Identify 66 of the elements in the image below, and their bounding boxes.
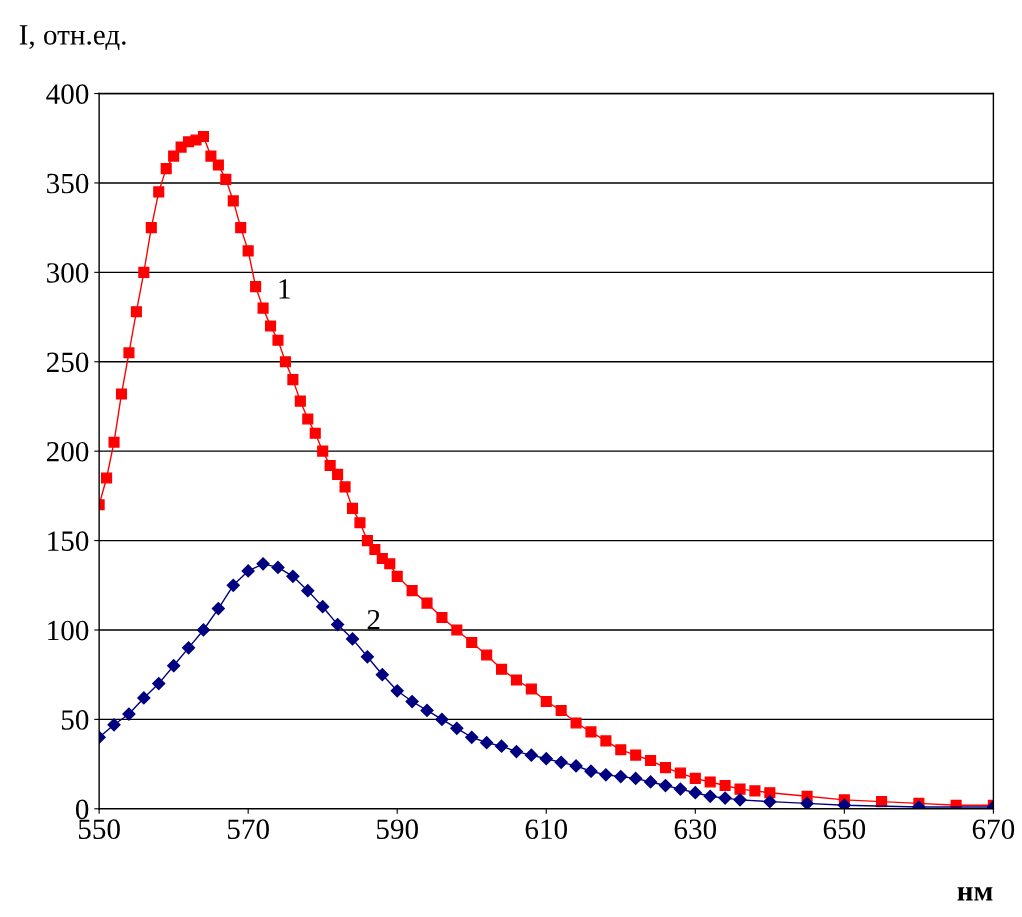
point [435, 712, 449, 726]
point [480, 736, 494, 750]
y-axis-title: I, отн.ед. [19, 25, 126, 51]
y-tick-label: 350 [47, 173, 89, 194]
point [345, 632, 360, 646]
point [599, 768, 613, 782]
point [703, 789, 717, 803]
x-tick-label: 610 [525, 819, 568, 840]
x-tick-label: 570 [228, 819, 269, 840]
point [524, 748, 538, 762]
point [733, 793, 747, 807]
x-tick-label: 590 [377, 819, 418, 840]
y-tick-label: 400 [46, 84, 89, 104]
point [271, 560, 285, 574]
y-tick-label: 300 [47, 263, 89, 283]
point [316, 600, 330, 614]
x-tick-label: 630 [674, 819, 717, 840]
point [167, 659, 181, 673]
y-tick-label: 100 [48, 620, 89, 641]
point [673, 782, 687, 796]
point [137, 691, 151, 705]
point [509, 744, 524, 759]
point [181, 641, 196, 655]
point [256, 557, 270, 571]
point [614, 770, 628, 784]
point [569, 759, 583, 773]
point [539, 752, 553, 766]
point [152, 677, 166, 691]
x-tick-label: 650 [823, 819, 866, 840]
point [763, 795, 777, 809]
point [226, 578, 240, 592]
point [837, 798, 851, 809]
point [465, 730, 479, 744]
point [286, 569, 300, 583]
point [554, 755, 568, 769]
y-tick-label: 200 [46, 441, 89, 462]
point [375, 668, 389, 682]
point [420, 703, 434, 718]
point [629, 771, 643, 785]
series-label: 1 [279, 279, 290, 299]
point [450, 721, 464, 735]
point [584, 764, 598, 778]
point [360, 650, 374, 664]
point [196, 623, 211, 637]
point [494, 739, 509, 753]
point [658, 778, 673, 793]
point [211, 601, 225, 616]
point [405, 694, 419, 709]
x-axis-title: нм [957, 887, 993, 901]
point [643, 775, 658, 789]
y-tick-label: 0 [75, 799, 89, 820]
point [301, 584, 315, 598]
y-tick-label: 50 [61, 710, 89, 730]
point [122, 707, 136, 721]
point [718, 791, 732, 805]
point [331, 618, 345, 632]
y-tick-label: 150 [48, 531, 89, 551]
x-tick-label: 550 [78, 819, 120, 840]
point [390, 684, 404, 698]
series-label: 2 [367, 609, 380, 630]
point [107, 718, 121, 732]
x-tick-label: 670 [972, 819, 1015, 840]
point [241, 564, 255, 578]
point [800, 796, 814, 809]
point [688, 786, 702, 800]
y-tick-label: 250 [46, 352, 89, 373]
